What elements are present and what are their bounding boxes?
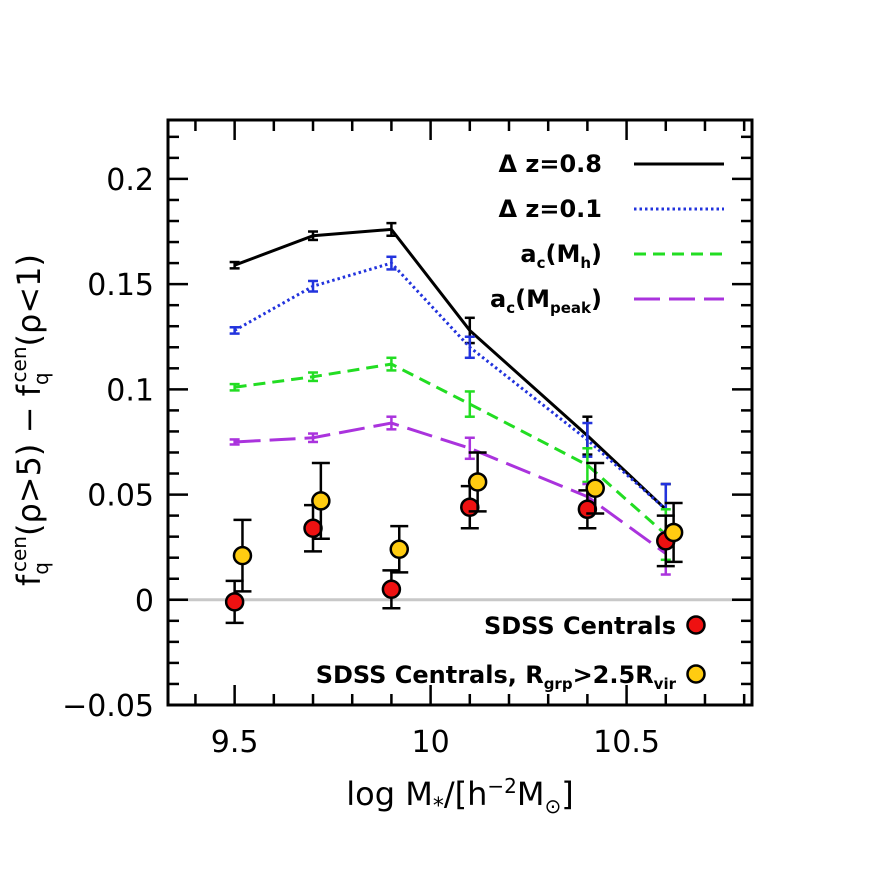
data-point — [389, 539, 409, 560]
y-tick-label: 0.2 — [106, 163, 154, 198]
y-axis-label: fqcen(ρ>5) − fqcen(ρ<1) — [7, 254, 53, 586]
x-tick-label: 10 — [412, 725, 450, 760]
y-tick-label: 0 — [135, 584, 154, 619]
y-tick-label: −0.05 — [62, 689, 154, 724]
series-lines — [229, 221, 671, 576]
data-point — [232, 545, 253, 566]
legend: Δ z=0.8 Δ z=0.1 ac(Mh) ac(Mpeak) SDSS Centra… — [316, 150, 724, 693]
data-point — [577, 499, 598, 520]
legend-marker — [686, 615, 706, 635]
data-points — [224, 451, 684, 625]
plot-frame — [166, 118, 754, 707]
data-point — [303, 518, 323, 538]
legend-label: SDSS Centrals, Rgrp>2.5Rvir — [316, 661, 677, 693]
y-tick-label: 0.1 — [106, 373, 154, 408]
legend-label: ac(Mpeak) — [490, 285, 602, 317]
data-point — [381, 579, 402, 600]
data-point — [460, 497, 480, 517]
axis-ticks — [168, 120, 752, 707]
legend-label: ac(Mh) — [520, 240, 602, 272]
data-point — [311, 491, 331, 511]
x-tick-label: 10.5 — [593, 725, 660, 760]
legend-marker — [686, 664, 706, 684]
legend-label: Δ z=0.1 — [498, 195, 602, 223]
series-line — [234, 421, 667, 555]
data-point — [663, 522, 684, 543]
legend-label: Δ z=0.8 — [498, 150, 602, 178]
tick-labels: 9.5 10 10.5 −0.05 0 0.05 0.1 0.15 0.2 — [62, 163, 660, 760]
data-point — [224, 592, 245, 612]
y-tick-label: 0.05 — [87, 479, 154, 514]
series-line — [234, 362, 667, 536]
x-axis-label: log M*/[h−2M⊙] — [346, 774, 573, 819]
y-tick-label: 0.15 — [87, 268, 154, 303]
data-point — [467, 472, 488, 492]
series-line — [234, 227, 667, 511]
legend-label: SDSS Centrals — [484, 612, 676, 640]
data-point — [585, 478, 605, 499]
x-tick-label: 9.5 — [211, 725, 259, 760]
